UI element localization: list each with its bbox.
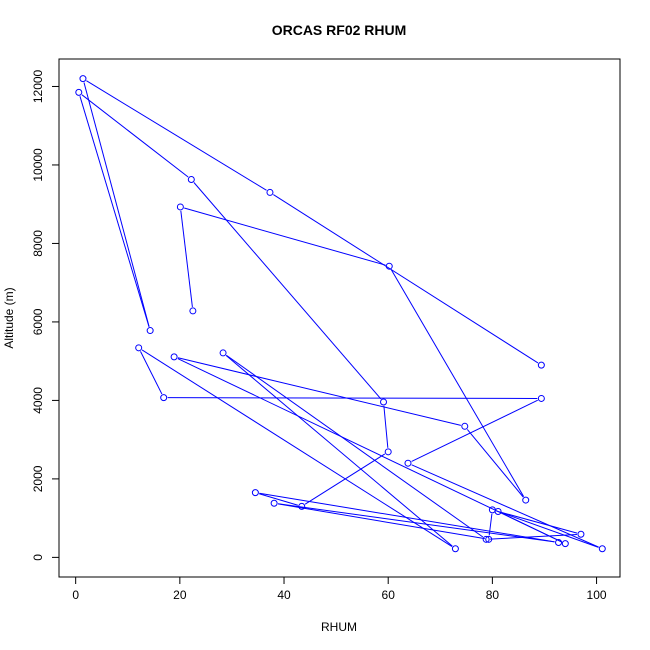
y-tick-label: 2000 xyxy=(31,465,45,492)
y-axis-label: Altitude (m) xyxy=(2,287,16,348)
data-point xyxy=(561,540,569,548)
data-point xyxy=(189,307,197,315)
series-segment xyxy=(225,355,453,547)
data-point xyxy=(251,489,259,497)
series-segment xyxy=(383,405,389,448)
data-point xyxy=(298,502,306,510)
series-segment xyxy=(177,358,562,543)
data-point xyxy=(160,394,168,402)
data-point xyxy=(266,188,274,196)
x-tick-label: 80 xyxy=(486,588,500,602)
series-rhum xyxy=(75,75,606,553)
data-point xyxy=(461,422,469,430)
data-point xyxy=(176,203,184,211)
y-tick-label: 8000 xyxy=(31,230,45,257)
data-point xyxy=(537,361,545,369)
data-point xyxy=(170,353,178,361)
data-point xyxy=(555,538,563,546)
series-segment xyxy=(226,354,484,538)
data-point xyxy=(451,545,459,553)
series-segment xyxy=(83,82,150,327)
data-point xyxy=(135,344,143,352)
data-point xyxy=(485,535,493,543)
data-point xyxy=(598,545,606,553)
data-point xyxy=(380,398,388,406)
x-tick-label: 0 xyxy=(72,588,79,602)
x-tick-label: 60 xyxy=(382,588,396,602)
y-tick-label: 6000 xyxy=(31,308,45,335)
data-point xyxy=(482,535,490,543)
series-segment xyxy=(180,210,193,308)
series-segment xyxy=(488,513,493,536)
series-segment xyxy=(141,349,453,548)
data-point xyxy=(384,448,392,456)
series-segment xyxy=(496,510,578,534)
x-tick-label: 40 xyxy=(277,588,291,602)
series-segment xyxy=(501,512,599,548)
data-point xyxy=(577,530,585,538)
data-point xyxy=(404,459,412,467)
data-point xyxy=(75,88,83,96)
series-segment xyxy=(273,194,539,364)
x-tick-label: 100 xyxy=(587,588,607,602)
y-tick-label: 4000 xyxy=(31,387,45,414)
series-segment xyxy=(81,94,189,178)
x-axis: 0 20 40 60 80 100 xyxy=(72,576,607,602)
series-segment xyxy=(490,533,577,540)
y-tick-label: 0 xyxy=(31,554,45,561)
series-segment xyxy=(177,357,462,426)
series-segment xyxy=(140,351,163,395)
y-tick-label: 10000 xyxy=(31,148,45,182)
series-segment xyxy=(79,96,150,327)
data-point xyxy=(146,327,154,335)
series-segment xyxy=(86,80,267,191)
series-segment xyxy=(390,269,525,497)
series-segment xyxy=(411,399,538,462)
data-point xyxy=(385,262,393,270)
series-segment xyxy=(277,503,485,540)
series-segment xyxy=(184,207,386,266)
x-axis-label: RHUM xyxy=(321,620,357,634)
series-segment xyxy=(193,182,382,400)
data-point xyxy=(537,394,545,402)
data-point xyxy=(187,175,195,183)
data-point xyxy=(270,499,278,507)
y-axis: 0 2000 4000 6000 8000 10000 12000 xyxy=(31,69,60,561)
chart-title: ORCAS RF02 RHUM xyxy=(272,22,407,38)
series-segment xyxy=(167,397,538,399)
data-point xyxy=(219,349,227,357)
data-point xyxy=(522,496,530,504)
data-point xyxy=(494,507,502,515)
series-segment xyxy=(466,429,524,498)
series-segment xyxy=(411,464,599,548)
x-tick-label: 20 xyxy=(173,588,187,602)
series-segment xyxy=(278,503,555,543)
data-point xyxy=(79,75,87,83)
y-tick-label: 12000 xyxy=(31,69,45,103)
series-segment xyxy=(259,493,299,506)
